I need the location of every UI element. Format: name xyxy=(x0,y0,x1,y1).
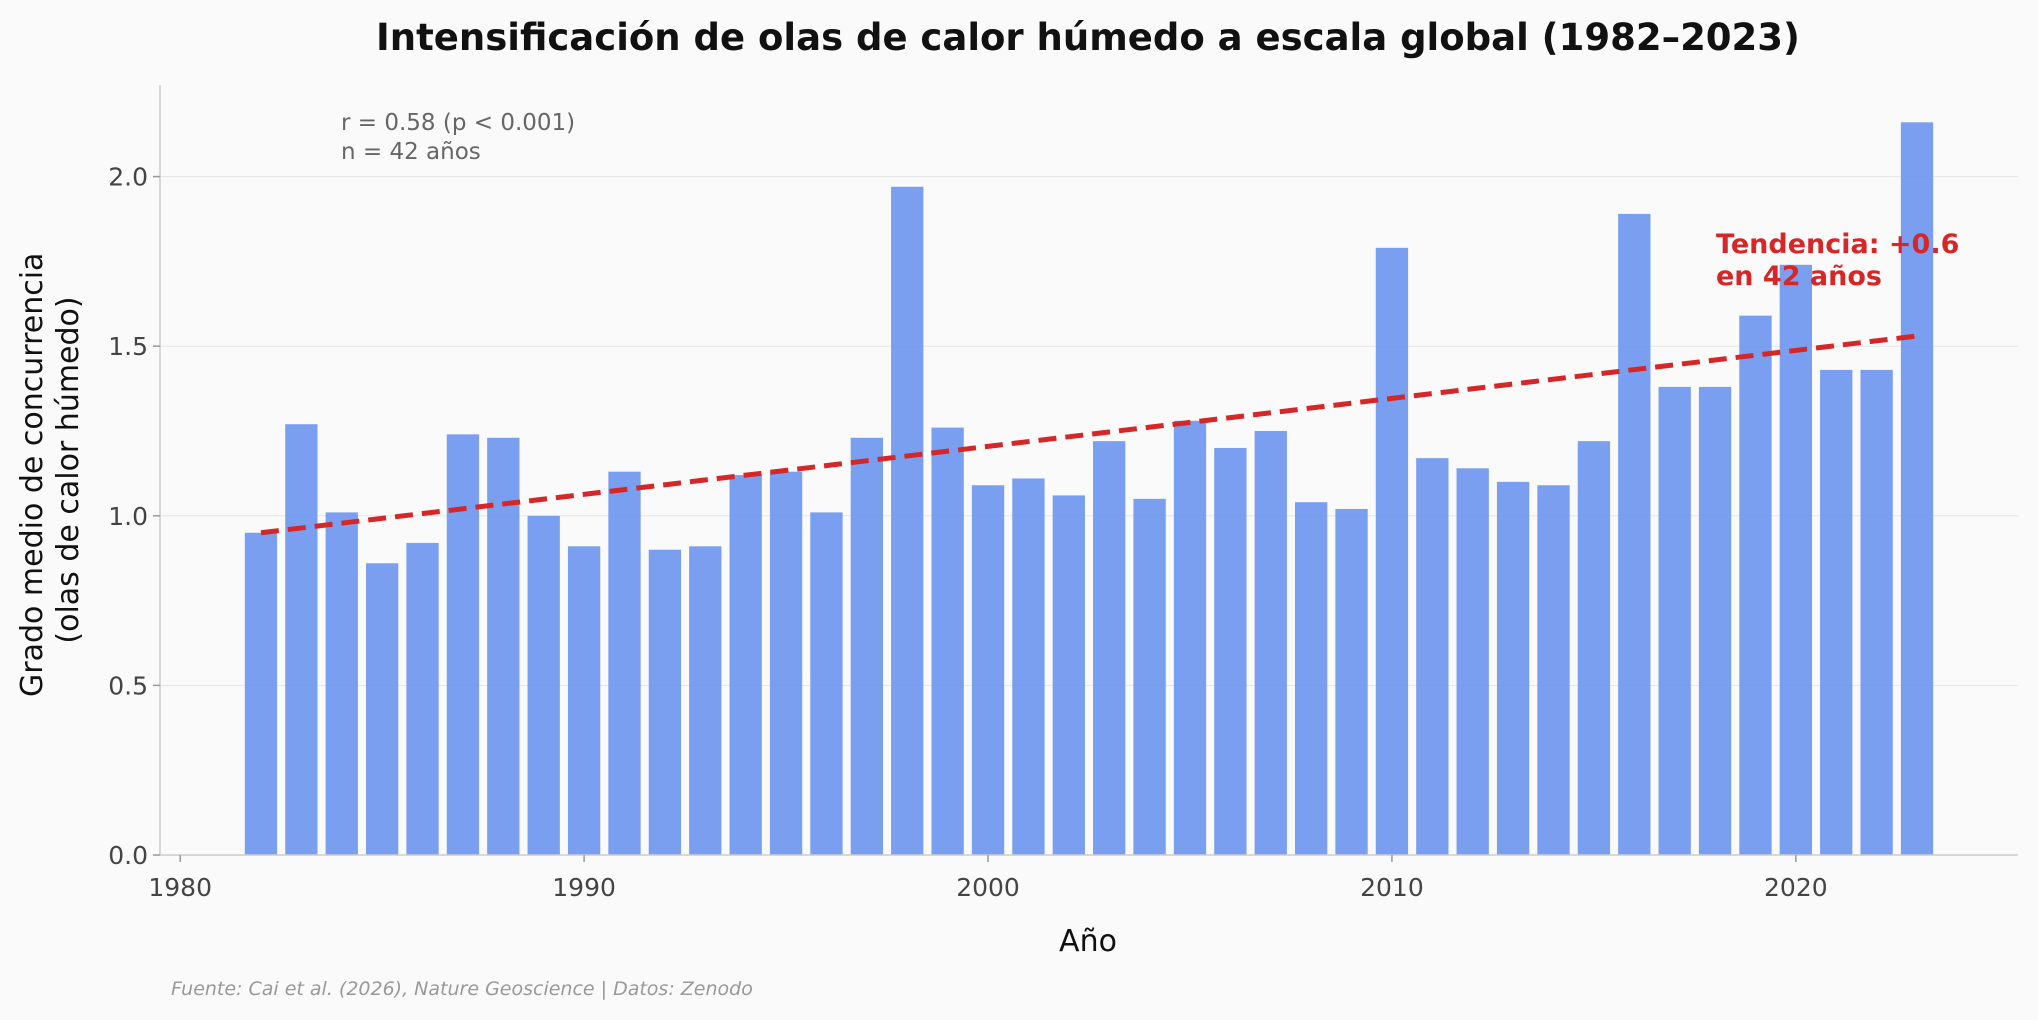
y-tick-label-0: 0.0 xyxy=(108,841,148,870)
bar-2005 xyxy=(1173,420,1207,855)
stats-count: n = 42 años xyxy=(341,139,481,165)
x-tick-label-1990: 1990 xyxy=(552,873,616,902)
bar-1998 xyxy=(891,186,924,856)
bar-2013 xyxy=(1496,481,1530,855)
bar-2009 xyxy=(1335,509,1368,855)
bar-2000 xyxy=(971,485,1005,855)
bar-1999 xyxy=(931,427,964,855)
x-tick-label-1980: 1980 xyxy=(148,873,212,902)
bar-2017 xyxy=(1658,386,1691,855)
bar-1983 xyxy=(285,424,318,855)
bar-2019 xyxy=(1739,315,1772,856)
bar-2018 xyxy=(1698,386,1732,855)
y-axis-label-line-1: Grado medio de concurrencia xyxy=(15,253,50,697)
bar-1990 xyxy=(567,546,601,855)
y-tick-labels: 0.0 0.5 1.0 1.5 2.0 xyxy=(108,163,148,870)
x-tick-label-2010: 2010 xyxy=(1360,873,1424,902)
y-tick-label-3: 1.5 xyxy=(108,332,148,361)
y-axis-label-line-2: (olas de calor húmedo) xyxy=(51,296,86,643)
bar-2022 xyxy=(1860,369,1893,855)
x-tick-labels: 1980 1990 2000 2010 2020 xyxy=(148,873,1827,902)
bar-2021 xyxy=(1820,369,1853,855)
stats-annotation: r = 0.58 (p < 0.001) n = 42 años xyxy=(341,110,582,165)
bar-2003 xyxy=(1093,441,1126,855)
bar-1991 xyxy=(608,471,641,855)
chart-title: Intensificación de olas de calor húmedo … xyxy=(376,16,1800,59)
bar-2010 xyxy=(1375,247,1409,855)
trend-line xyxy=(260,333,1918,536)
trend-label-line-1: Tendencia: +0.6 xyxy=(1716,229,1959,260)
bar-2006 xyxy=(1214,447,1247,855)
trend-label: Tendencia: +0.6 en 42 años xyxy=(1716,229,1969,292)
x-axis-label: Año xyxy=(1059,924,1117,959)
bar-2016 xyxy=(1618,213,1651,855)
bar-1996 xyxy=(810,512,843,855)
bar-1987 xyxy=(446,434,480,855)
bar-2004 xyxy=(1133,498,1166,855)
bar-1989 xyxy=(527,515,560,855)
source-note: Fuente: Cai et al. (2026), Nature Geosci… xyxy=(171,978,753,1000)
bar-1985 xyxy=(365,563,399,855)
bar-2012 xyxy=(1456,468,1489,855)
bar-2015 xyxy=(1577,441,1611,855)
bar-1986 xyxy=(406,542,439,855)
stats-correlation: r = 0.58 (p < 0.001) xyxy=(341,110,575,136)
y-axis-label: Grado medio de concurrencia (olas de cal… xyxy=(15,243,86,697)
bar-2023 xyxy=(1900,122,1934,856)
bar-2007 xyxy=(1254,430,1287,855)
bar-1992 xyxy=(648,549,682,855)
bar-1984 xyxy=(325,512,358,855)
bars xyxy=(244,122,1934,856)
y-tick-label-2: 1.0 xyxy=(108,502,148,531)
bar-1993 xyxy=(689,546,722,855)
trend-label-line-2: en 42 años xyxy=(1716,261,1882,292)
bar-2020 xyxy=(1779,264,1813,855)
bar-2002 xyxy=(1052,495,1085,855)
bar-1982 xyxy=(244,532,278,855)
bar-2001 xyxy=(1012,478,1045,855)
y-tick-label-1: 0.5 xyxy=(108,671,148,700)
bar-2011 xyxy=(1416,458,1449,855)
bar-1994 xyxy=(729,475,762,855)
axes xyxy=(153,85,2018,862)
bar-2008 xyxy=(1294,502,1328,855)
x-tick-label-2000: 2000 xyxy=(956,873,1020,902)
bar-2014 xyxy=(1537,485,1570,855)
y-tick-label-4: 2.0 xyxy=(108,163,148,192)
bar-1997 xyxy=(850,437,884,855)
x-tick-label-2020: 2020 xyxy=(1764,873,1828,902)
bar-1995 xyxy=(769,471,803,855)
